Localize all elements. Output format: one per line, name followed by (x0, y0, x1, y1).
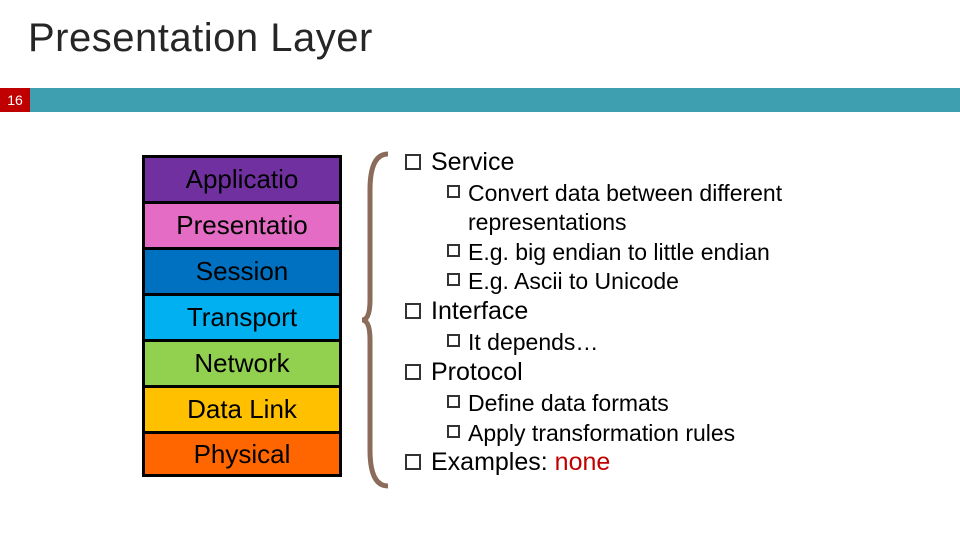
section-heading: Protocol (431, 358, 523, 387)
bullet-icon (447, 185, 460, 198)
bullet-item: Define data formats (447, 389, 925, 418)
bullet-icon (405, 154, 421, 170)
layer-physical: Physical (142, 431, 342, 477)
bullet-text: Convert data between different represent… (468, 179, 925, 237)
examples-label: Examples: (431, 448, 555, 476)
page-title: Presentation Layer (28, 16, 373, 61)
section-protocol: Protocol (405, 358, 925, 387)
content: Service Convert data between different r… (405, 148, 925, 479)
bullet-icon (405, 454, 421, 470)
layer-network: Network (142, 339, 342, 385)
bullet-item: It depends… (447, 328, 925, 357)
section-interface: Interface (405, 297, 925, 326)
section-heading: Service (431, 148, 514, 177)
layer-presentation: Presentatio (142, 201, 342, 247)
bullet-icon (405, 364, 421, 380)
bullet-text: E.g. Ascii to Unicode (468, 267, 679, 296)
bullet-text: It depends… (468, 328, 598, 357)
bullet-icon (447, 425, 460, 438)
bullet-item: E.g. big endian to little endian (447, 238, 925, 267)
section-examples: Examples: none (405, 448, 925, 477)
bullet-icon (447, 334, 460, 347)
bullet-icon (447, 395, 460, 408)
layer-transport: Transport (142, 293, 342, 339)
layer-application: Applicatio (142, 155, 342, 201)
bullet-text: E.g. big endian to little endian (468, 238, 770, 267)
accent-bar (0, 88, 960, 112)
bullet-item: E.g. Ascii to Unicode (447, 267, 925, 296)
slide: Presentation Layer 16 Applicatio Present… (0, 0, 960, 540)
slide-number: 16 (0, 88, 30, 112)
bullet-icon (447, 273, 460, 286)
bullet-item: Convert data between different represent… (447, 179, 925, 237)
brace-icon (360, 150, 396, 490)
bullet-icon (405, 303, 421, 319)
section-heading: Examples: none (431, 448, 610, 477)
bullet-text: Define data formats (468, 389, 669, 418)
osi-layers: Applicatio Presentatio Session Transport… (142, 155, 342, 477)
section-service: Service (405, 148, 925, 177)
accent-teal (30, 88, 960, 112)
layer-session: Session (142, 247, 342, 293)
bullet-item: Apply transformation rules (447, 419, 925, 448)
bullet-icon (447, 244, 460, 257)
layer-datalink: Data Link (142, 385, 342, 431)
bullet-text: Apply transformation rules (468, 419, 735, 448)
examples-value: none (555, 448, 611, 476)
section-heading: Interface (431, 297, 528, 326)
